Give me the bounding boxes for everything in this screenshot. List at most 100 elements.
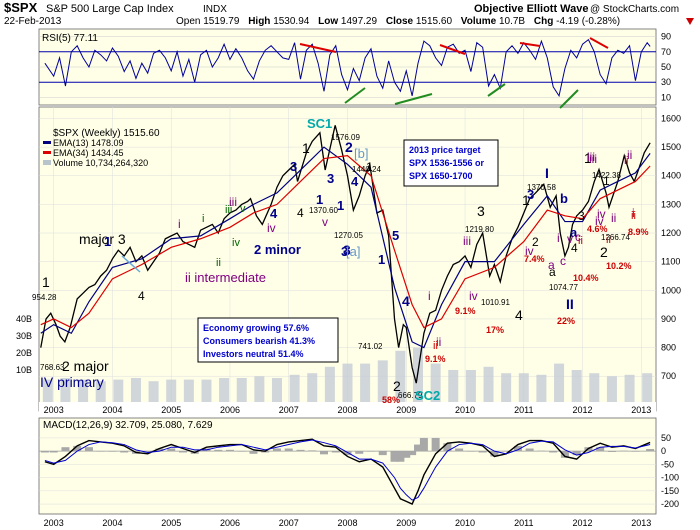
price-level-label: 1266.74 — [601, 233, 630, 242]
price-level-label: 1576.09 — [331, 133, 360, 142]
wave-label-blue: 3 — [527, 187, 534, 202]
price-tick-label: 700 — [661, 371, 676, 381]
macd-signal-line — [44, 439, 651, 501]
volume-bar — [183, 379, 194, 402]
macd-histogram-bar — [619, 450, 628, 452]
volume-bar — [113, 379, 124, 402]
volume-bar — [501, 373, 512, 402]
wave-label: 4 — [138, 289, 145, 303]
wave-label: a — [549, 265, 556, 279]
wave-label-purple: a — [548, 258, 555, 272]
wave-label: major 3 — [79, 231, 126, 247]
wave-label-blue: 4 — [402, 293, 410, 309]
volume-bar — [219, 378, 230, 402]
volume-bar — [289, 374, 300, 402]
volume-bar — [465, 370, 476, 402]
wave-label-blue: 3 — [290, 159, 297, 174]
x-tick-label: 2013 — [631, 405, 651, 415]
x-tick-label-bottom: 2005 — [161, 518, 181, 528]
macd-histogram-bar — [502, 451, 511, 452]
rsi-tick-label: 10 — [661, 92, 671, 102]
date-strip-top — [39, 402, 656, 416]
info-line1: Economy growing 57.6% — [203, 323, 309, 333]
macd-histogram-bar — [249, 451, 258, 454]
macd-histogram-bar — [490, 451, 499, 457]
x-tick-label-bottom: 2011 — [514, 518, 533, 528]
target-title: 2013 price target — [409, 145, 481, 155]
volume-bar — [201, 379, 212, 402]
volume-bar — [536, 374, 547, 402]
macd-histogram-bar — [308, 450, 317, 452]
info-line3: Investors neutral 51.4% — [203, 349, 304, 359]
x-tick-label-bottom: 2003 — [44, 518, 64, 528]
price-level-label: 1370.58 — [527, 183, 556, 192]
percent-label: 4.6% — [587, 224, 608, 234]
percent-label: 10.2% — [606, 261, 632, 271]
rsi-trendline — [519, 42, 541, 47]
volume-bar — [42, 379, 53, 402]
wave-label-purple: i — [557, 231, 560, 245]
macd-histogram-bar — [225, 449, 234, 452]
ema13-swatch — [43, 141, 51, 144]
macd-histogram-bar — [272, 448, 281, 452]
degree-label: ii intermediate — [185, 270, 266, 285]
price-level-label: 666.79 — [398, 391, 423, 400]
price-tick-label: 800 — [661, 343, 676, 353]
price-level-label: 768.63 — [40, 363, 65, 372]
price-tick-label: 1200 — [661, 228, 681, 238]
wave-label-purple: i — [632, 206, 635, 220]
wave-label: 2 — [393, 378, 401, 394]
macd-histogram-bar — [431, 437, 440, 452]
ema13-line — [40, 146, 651, 349]
wave-label-blue: a — [570, 225, 578, 240]
wave-label-purple: v — [567, 232, 573, 246]
macd-histogram-bar — [378, 451, 387, 456]
info-line2: Consumers bearish 41.3% — [203, 336, 315, 346]
price-tick-label: 1000 — [661, 285, 681, 295]
wave-label-purple: c — [560, 254, 566, 268]
macd-histogram-bar — [466, 451, 475, 452]
wave-label-purple: iv — [597, 207, 606, 221]
percent-label: 9.1% — [455, 306, 476, 316]
volume-bar — [430, 363, 441, 402]
macd-tick-label: 0 — [661, 446, 666, 456]
price-level-label: 1422.38 — [592, 171, 621, 180]
volume-bar — [95, 381, 106, 402]
percent-label: 9.1% — [425, 354, 446, 364]
wave-label-green: iii — [225, 204, 232, 216]
wave-label: 2 major — [62, 358, 109, 374]
price-level-label: 1219.80 — [465, 225, 494, 234]
x-tick-label-bottom: 2007 — [279, 518, 299, 528]
macd-histogram-bar — [414, 444, 423, 452]
wave-label-red: ii — [631, 210, 636, 222]
macd-histogram-bar — [120, 451, 129, 453]
wave-label-red: ii — [433, 340, 438, 352]
macd-histogram-bar — [355, 451, 364, 454]
macd-histogram-bar — [73, 445, 82, 452]
macd-histogram-bar — [549, 451, 558, 453]
wave-label-blue: b — [560, 191, 568, 206]
price-target-box: 2013 price target SPX 1536-1556 or SPX 1… — [403, 139, 499, 187]
wave-label-purple: i — [178, 217, 181, 231]
macd-histogram-bar — [607, 451, 616, 452]
price-tick-label: 1300 — [661, 199, 681, 209]
x-tick-label: 2009 — [396, 405, 416, 415]
wave-label-purple: iii — [229, 195, 237, 209]
price-tick-label: 1400 — [661, 171, 681, 181]
bracket-label: [b] — [354, 146, 368, 161]
wave-label-purple: ii — [627, 148, 632, 162]
wave-label-purple: iii — [587, 150, 595, 164]
macd-histogram-bar — [84, 447, 93, 452]
macd-histogram-bar — [402, 451, 411, 458]
rsi-trendline — [439, 44, 466, 55]
wave-label-blue: 3 — [343, 242, 351, 258]
wave-label-blue: 3 — [327, 171, 334, 186]
wave-label-blue: 4 — [351, 174, 359, 189]
x-tick-label-bottom: 2006 — [220, 518, 240, 528]
x-tick-label: 2010 — [455, 405, 475, 415]
volume-tick-label: 10B — [16, 365, 32, 375]
volume-bar — [254, 376, 265, 402]
economy-box: Economy growing 57.6% Consumers bearish … — [197, 317, 339, 363]
rsi-line — [44, 38, 651, 98]
macd-tick-label: -150 — [661, 486, 679, 496]
